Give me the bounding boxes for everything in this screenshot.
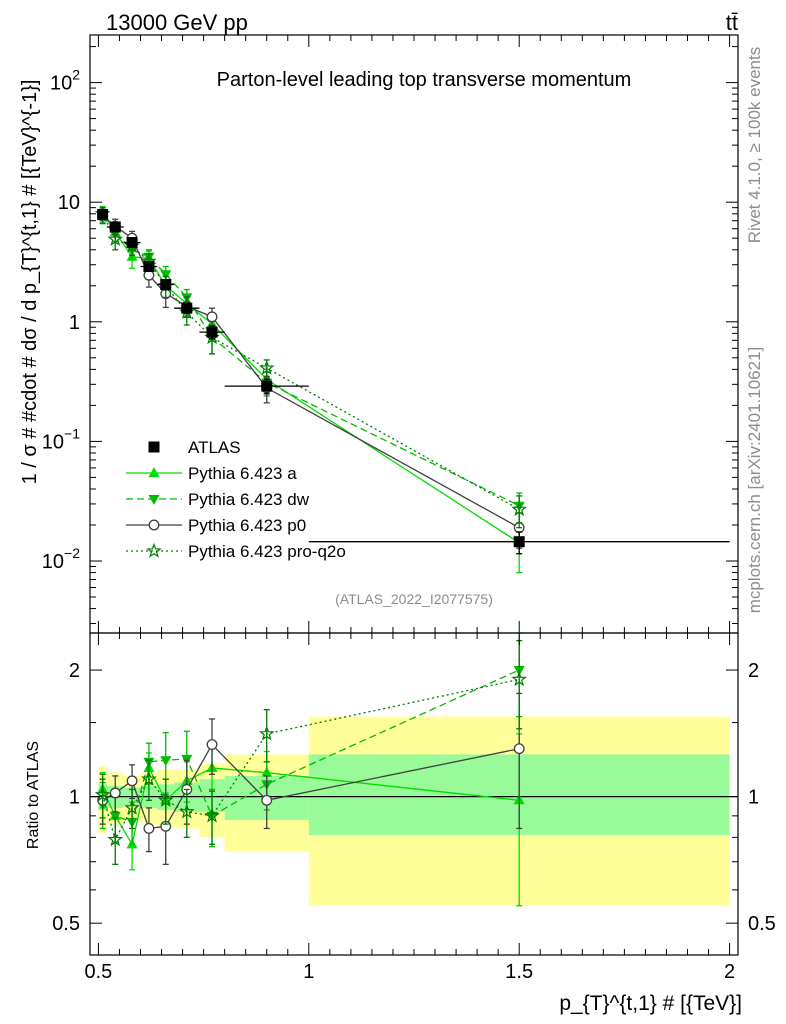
data-point	[206, 739, 218, 750]
data-point	[157, 792, 174, 807]
legend-marker	[148, 467, 160, 477]
legend-entry: ATLAS	[148, 438, 241, 457]
y-tick-label-exponent: −1	[64, 425, 80, 441]
x-tick-label: 1.5	[505, 961, 533, 983]
ratio-panel: 0.5 0.5 1 1 2 2 0.5 1 1.5 2 Ratio to ATLAS p_{T}…	[25, 632, 776, 1015]
data-point	[107, 831, 124, 847]
y-tick-label: 10−1	[42, 425, 80, 453]
y-tick-label-exponent: −2	[64, 545, 80, 561]
data-point	[160, 756, 172, 767]
ratio-y-tick-label-right: 1	[748, 787, 759, 809]
series-pythia-6-423-a	[97, 205, 525, 574]
data-point	[160, 270, 172, 281]
data-point	[258, 359, 275, 375]
series-pythia-6-423-pro-q2o	[94, 205, 528, 529]
legend-marker	[146, 542, 162, 558]
legend-label: ATLAS	[188, 438, 241, 457]
data-point	[126, 237, 138, 249]
y-tick-label: 102	[50, 67, 80, 95]
data-point	[109, 221, 121, 233]
legend-marker	[148, 519, 160, 531]
x-tick-label: 1	[303, 961, 314, 983]
data-point	[181, 302, 193, 314]
rivet-version-label: Rivet 4.1.0, ≥ 100k events	[745, 47, 764, 243]
ratio-y-tick-label-right: 2	[748, 660, 759, 682]
y-tick-label-base: 10	[58, 192, 80, 214]
data-point	[143, 822, 155, 834]
ratio-x-ticks: 0.5 1 1.5 2	[85, 633, 735, 983]
data-point	[126, 775, 138, 787]
data-point	[204, 807, 220, 823]
legend-label: Pythia 6.423 p0	[188, 516, 306, 535]
data-point	[206, 311, 218, 323]
main-plot-content	[94, 205, 730, 574]
data-point	[511, 501, 528, 517]
ratio-y-tick-label-right: 0.5	[748, 913, 776, 935]
legend: ATLAS Pythia 6.423 a Pythia 6.423 dw Pythia…	[126, 438, 346, 561]
x-axis-label: p_{T}^{t,1} # [{TeV}]	[559, 992, 742, 1015]
ratio-plot-content	[90, 632, 738, 907]
series-line	[102, 216, 520, 507]
y-tick-label-base: 10	[50, 73, 72, 95]
x-tick-label: 0.5	[85, 961, 113, 983]
legend-label: Pythia 6.423 a	[188, 464, 297, 483]
data-point	[258, 725, 275, 741]
y-tick-label-base: 1	[69, 312, 80, 334]
data-point	[160, 279, 172, 291]
header-left-text: 13000 GeV pp	[106, 10, 248, 35]
data-point	[143, 260, 155, 272]
data-point	[97, 208, 109, 220]
legend-entry: Pythia 6.423 p0	[126, 516, 306, 535]
y-tick-label: 10	[58, 192, 80, 214]
data-point	[206, 326, 218, 338]
series-atlas	[97, 208, 730, 555]
ratio-y-tick-label: 2	[69, 660, 80, 682]
y-tick-label: 1	[69, 312, 80, 334]
legend-entry: Pythia 6.423 dw	[126, 490, 310, 509]
ratio-y-axis-label: Ratio to ATLAS	[25, 741, 42, 849]
ratio-y-tick-label: 0.5	[52, 913, 80, 935]
ratio-y-ticks: 0.5 0.5 1 1 2 2	[52, 660, 776, 935]
y-tick-label-base: 10	[42, 431, 64, 453]
data-point	[261, 794, 273, 806]
data-point	[513, 536, 525, 548]
legend-entry: Pythia 6.423 pro-q2o	[126, 542, 346, 561]
y-tick-label-base: 10	[42, 551, 64, 573]
data-point	[141, 770, 157, 786]
x-tick-label: 2	[724, 961, 735, 983]
header-right-text: tt̄	[726, 10, 738, 35]
legend-marker	[148, 441, 160, 453]
data-point	[107, 231, 124, 246]
main-y-axis-label: 1 / σ # #cdot # dσ / d p_{T}^{t,1} # [{T…	[19, 80, 41, 485]
data-point	[511, 671, 528, 687]
legend-marker	[148, 495, 160, 505]
ratio-y-tick-label: 1	[69, 787, 80, 809]
data-point	[94, 786, 111, 802]
y-tick-label-exponent: 2	[72, 67, 80, 83]
legend-label: Pythia 6.423 dw	[188, 490, 310, 509]
y-tick-label: 10−2	[42, 545, 80, 573]
data-point	[109, 787, 121, 799]
main-x-ticks	[97, 35, 731, 633]
legend-entry: Pythia 6.423 a	[126, 464, 297, 483]
data-point	[109, 811, 121, 822]
series-pythia-6-423-dw	[97, 209, 525, 524]
data-point	[124, 799, 140, 815]
series-pythia-6-423-pro-q2o	[94, 639, 528, 866]
series-line	[102, 213, 520, 510]
analysis-id-label: (ATLAS_2022_I2077575)	[335, 591, 493, 607]
data-point	[178, 803, 195, 819]
data-point	[513, 743, 525, 755]
series-pythia-6-423-p0	[97, 208, 525, 549]
data-point	[261, 380, 273, 392]
series-line	[102, 215, 520, 529]
mcplots-label: mcplots.cern.ch [arXiv:2401.10621]	[745, 347, 764, 613]
chart-title: Parton-level leading top transverse mome…	[217, 69, 632, 91]
legend-label: Pythia 6.423 pro-q2o	[188, 542, 346, 561]
